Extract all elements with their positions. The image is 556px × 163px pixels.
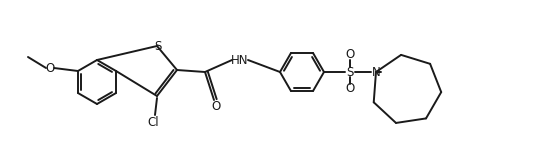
- Text: O: O: [211, 101, 221, 113]
- Text: S: S: [346, 66, 354, 79]
- Text: HN: HN: [231, 53, 249, 67]
- Text: N: N: [371, 66, 380, 79]
- Text: Cl: Cl: [147, 116, 159, 128]
- Text: O: O: [345, 49, 355, 61]
- Text: S: S: [155, 39, 162, 52]
- Text: O: O: [345, 82, 355, 96]
- Text: O: O: [46, 61, 54, 74]
